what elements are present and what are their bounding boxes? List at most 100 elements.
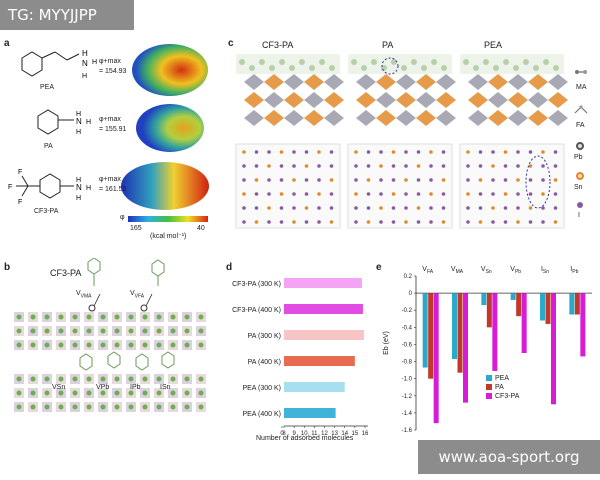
panel-e-bar — [545, 293, 551, 324]
panel-e-bar — [452, 293, 457, 359]
pa-esp-surface — [136, 104, 204, 152]
label-vma-text: VMA — [80, 293, 92, 300]
svg-text:N: N — [76, 183, 82, 192]
pb-icon — [576, 142, 584, 150]
panel-e-category-label: IPb — [570, 266, 578, 275]
panel-d-bar — [284, 304, 363, 314]
label-vfa-text: VFA — [134, 293, 145, 300]
svg-text:F: F — [18, 199, 22, 206]
panel-d-tick-label: 0 — [280, 431, 284, 437]
panel-e-bar — [433, 293, 439, 424]
panel-d-category-label: PA (400 K) — [248, 359, 281, 366]
ma-icon — [574, 64, 588, 74]
panel-d-bar — [284, 278, 362, 288]
panel-d-bar — [284, 356, 355, 366]
cf3pa-molecule-1 — [87, 258, 101, 275]
panel-e-bar — [569, 293, 575, 315]
panel-e-tick-label: -1.4 — [402, 411, 413, 417]
svg-text:H: H — [76, 111, 81, 118]
panel-e-category-label: VMA — [451, 266, 464, 275]
panel-e-tick-label: 0 — [409, 291, 413, 297]
panel-e-bar — [551, 293, 556, 405]
panel-e-legend-swatch — [486, 393, 492, 399]
svg-text:H: H — [86, 119, 91, 126]
panel-e-tick-label: -0.2 — [402, 308, 413, 314]
panel-e-category-label: VSn — [481, 266, 492, 275]
panel-e-legend-label: PEA — [495, 375, 509, 382]
svg-text:F: F — [18, 169, 22, 176]
panel-e-label: e — [376, 262, 382, 273]
panel-e-tick-label: 0.2 — [404, 274, 413, 280]
panel-d-tick-label: 11 — [311, 431, 318, 437]
panel-e-legend-label: PA — [495, 384, 504, 391]
sn-icon — [576, 172, 584, 180]
panel-c-col-pea: PEA — [484, 40, 503, 50]
label-isn: ISn — [160, 384, 171, 391]
panel-e-tick-label: -1.6 — [402, 428, 413, 434]
phi-label-pa: φ+max — [99, 116, 121, 123]
panel-b-label: b — [4, 262, 11, 273]
panel-d-category-label: PEA (400 K) — [242, 411, 281, 418]
label-vpb: VPb — [96, 384, 110, 391]
panel-e-bar — [492, 293, 498, 371]
panel-d-category-label: PA (300 K) — [248, 333, 281, 340]
panel-d-chart: CF3-PA (300 K) CF3-PA (400 K) PA (300 K) PA… — [232, 278, 369, 437]
svg-text:H: H — [76, 195, 81, 202]
panel-d-tick-label: 14 — [341, 431, 348, 437]
phi-value-pa: = 155.91 — [99, 126, 127, 133]
panel-e-tick-label: -0.6 — [402, 342, 413, 348]
panel-d-bar — [284, 330, 364, 340]
panel-a-label: a — [4, 38, 10, 49]
pea-esp-surface — [132, 44, 208, 96]
phi-label-cf3pa: φ+max — [99, 176, 121, 183]
legend-i: I — [578, 212, 580, 219]
panel-c-col-pa: PA — [382, 40, 394, 50]
phi-value-pea: = 154.93 — [99, 68, 127, 75]
panel-e-chart: 0.2 0 -0.2 -0.4 -0.6 -0.8 -1.0 -1.2 -1.4 -1.6 Eb (… — [383, 266, 592, 434]
panel-e-tick-label: -0.8 — [402, 360, 413, 366]
molecule-name-pea: PEA — [40, 84, 55, 91]
panel-e-bar — [463, 293, 468, 403]
svg-text:H: H — [76, 177, 81, 184]
panel-e-bar — [574, 293, 580, 315]
panel-d-tick-label: 16 — [362, 431, 369, 437]
panel-c-label: c — [228, 38, 234, 49]
panel-e-bar — [486, 293, 492, 328]
panel-e-category-label: ISn — [541, 266, 549, 275]
cf3pa-esp-surface — [121, 162, 209, 210]
watermark-bottom: www.aoa-sport.org — [418, 440, 600, 474]
panel-d-category-label: PEA (300 K) — [242, 385, 281, 392]
panel-c-col-cf3pa: CF3-PA — [262, 40, 294, 50]
svg-text:F: F — [8, 184, 12, 191]
molecule-name-pa: PA — [44, 143, 53, 150]
colorbar — [128, 216, 208, 222]
panel-e-legend-swatch — [486, 384, 492, 390]
panel-e-category-label: VPb — [510, 266, 521, 275]
panel-e-bar — [516, 293, 522, 317]
colorbar-unit: (kcal mol⁻¹) — [150, 233, 187, 240]
svg-text:H: H — [82, 49, 88, 58]
panel-c-structures — [235, 54, 568, 229]
colorbar-symbol: φ — [120, 214, 125, 221]
phi-label-pea: φ+max — [99, 58, 121, 65]
panel-b-molecule-label: CF3-PA — [50, 268, 82, 278]
legend-ma: MA — [576, 84, 587, 91]
panel-e-tick-label: -0.4 — [402, 325, 413, 331]
pea-structure — [21, 51, 80, 77]
panel-e-ylabel: Eb (eV) — [383, 331, 390, 355]
panel-e-bar — [580, 293, 586, 357]
panel-e-bar — [521, 293, 527, 353]
molecule-name-cf3pa: CF3-PA — [34, 208, 59, 215]
panel-e-bar — [428, 293, 434, 379]
panel-d-tick-label: 15 — [351, 431, 358, 437]
panel-e-bar — [457, 293, 463, 373]
panel-d-label: d — [226, 262, 233, 273]
svg-text:N: N — [76, 117, 82, 126]
i-icon — [577, 202, 583, 208]
panel-e-tick-label: -1.2 — [402, 394, 413, 400]
panel-e-bar — [422, 293, 428, 368]
panel-d-tick-label: 9 — [292, 431, 296, 437]
panel-e-tick-label: -1.0 — [402, 377, 413, 383]
legend-pb: Pb — [574, 154, 583, 161]
phi-value-cf3pa: = 161.55 — [99, 186, 127, 193]
